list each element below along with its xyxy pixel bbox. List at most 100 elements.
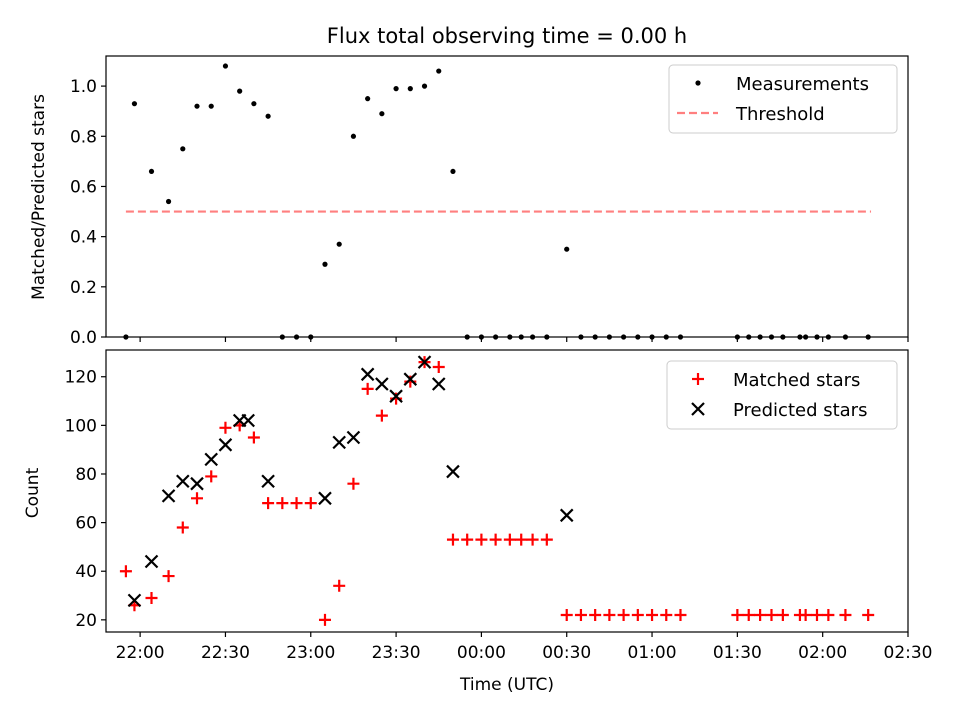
matched-star-point <box>589 608 602 621</box>
matched-star-point <box>176 521 189 534</box>
measurement-point <box>436 68 442 74</box>
matched-star-point <box>205 470 218 483</box>
matched-star-point <box>540 533 553 546</box>
legend-label-matched: Matched stars <box>733 370 860 391</box>
matched-star-point <box>432 361 445 374</box>
measurement-point <box>450 168 456 175</box>
count-y-tick-label: 80 <box>75 465 97 485</box>
predicted-star-point <box>261 474 275 489</box>
count-x-tick-label: 02:00 <box>798 643 847 663</box>
matched-star-point <box>574 608 587 621</box>
matched-star-point <box>862 608 875 621</box>
predicted-star-point <box>403 372 418 386</box>
matched-star-point <box>810 608 823 621</box>
predicted-star-point <box>190 476 204 491</box>
matched-star-point <box>390 392 403 405</box>
count-legend-box <box>666 360 898 430</box>
count-x-tick-label: 23:00 <box>286 643 335 663</box>
measurement-point <box>251 101 257 107</box>
predicted-star-point <box>204 452 219 467</box>
measurement-point <box>350 133 357 139</box>
chart-title: Flux total observing time = 0.00 h <box>327 24 687 48</box>
measurement-point <box>131 101 138 107</box>
legend-marker-measurements <box>695 80 701 86</box>
matched-star-point <box>461 533 474 546</box>
legend-marker-predicted <box>691 402 705 416</box>
predicted-star-point <box>144 554 159 569</box>
matched-star-point <box>361 382 374 395</box>
ratio-y-ticks: 0.0 0.2 0.4 0.6 0.8 1.0 <box>70 77 106 348</box>
count-y-tick-label: 60 <box>75 514 97 534</box>
matched-star-point <box>503 533 516 546</box>
matched-star-point <box>515 533 528 546</box>
matched-star-point <box>776 608 789 621</box>
count-y-ticks: 20 40 60 80 100 120 <box>65 368 106 631</box>
matched-star-point <box>318 613 331 626</box>
count-x-tick-label: 01:00 <box>628 643 677 663</box>
measurement-point <box>148 168 155 175</box>
ratio-y-tick-label: 1.0 <box>70 77 97 97</box>
matched-star-point <box>731 608 744 621</box>
measurement-point <box>208 103 214 109</box>
measurement-point <box>180 146 186 152</box>
count-y-tick-label: 20 <box>75 611 97 631</box>
matched-star-point <box>145 591 158 604</box>
predicted-star-point <box>417 355 432 369</box>
predicted-star-point <box>218 438 233 452</box>
matched-star-point <box>526 533 539 546</box>
count-x-tick-label: 22:30 <box>201 643 250 663</box>
ratio-y-tick-label: 0.2 <box>70 278 97 298</box>
ratio-panel: Flux total observing time = 0.00 h Match… <box>29 24 909 348</box>
ratio-legend-box <box>668 64 898 134</box>
measurement-point <box>165 198 172 205</box>
count-y-tick-label: 100 <box>65 416 97 436</box>
matched-star-point <box>631 608 644 621</box>
predicted-stars-points <box>127 355 574 608</box>
count-x-tick-label: 23:30 <box>372 643 421 663</box>
matched-star-point <box>375 409 388 422</box>
matched-star-point <box>404 375 417 388</box>
measurement-point <box>393 86 399 92</box>
predicted-star-point <box>161 489 176 503</box>
measurement-point <box>194 103 200 109</box>
legend-marker-matched <box>692 373 704 385</box>
predicted-star-point <box>346 430 361 445</box>
legend-label-measurements: Measurements <box>736 74 869 95</box>
matched-star-point <box>646 608 659 621</box>
matched-star-point <box>660 608 673 621</box>
ratio-legend: Measurements Threshold <box>668 64 898 134</box>
predicted-star-point <box>318 491 332 506</box>
count-plot-frame <box>105 349 909 633</box>
ratio-y-tick-label: 0.6 <box>70 177 97 197</box>
measurement-point <box>222 63 229 69</box>
count-y-axis-label: Count <box>23 467 43 518</box>
ratio-plot-frame <box>105 55 909 338</box>
predicted-star-point <box>375 377 389 391</box>
predicted-star-point <box>389 389 403 403</box>
measurement-point <box>407 86 413 92</box>
measurement-point <box>564 246 570 252</box>
count-x-tick-label: 00:00 <box>457 643 506 663</box>
matched-star-point <box>290 497 303 510</box>
predicted-star-point <box>176 474 190 489</box>
ratio-y-axis-label: Matched/Predicted stars <box>29 94 49 300</box>
measurement-point <box>421 83 428 89</box>
measurement-point <box>265 113 271 119</box>
count-x-tick-label: 01:30 <box>713 643 762 663</box>
count-x-tick-label: 00:30 <box>542 643 591 663</box>
matched-star-point <box>119 565 132 578</box>
count-x-tick-label: 02:30 <box>884 643 933 663</box>
matched-star-point <box>489 533 502 546</box>
ratio-y-tick-label: 0.4 <box>70 228 97 248</box>
measurement-point <box>237 88 243 94</box>
matched-star-point <box>603 608 616 621</box>
predicted-star-point <box>431 377 446 391</box>
matched-star-point <box>333 579 346 592</box>
matched-star-point <box>276 497 289 510</box>
matched-star-point <box>304 497 317 510</box>
matched-star-point <box>162 570 175 583</box>
count-legend: Matched stars Predicted stars <box>666 360 898 430</box>
matched-star-point <box>219 421 232 434</box>
